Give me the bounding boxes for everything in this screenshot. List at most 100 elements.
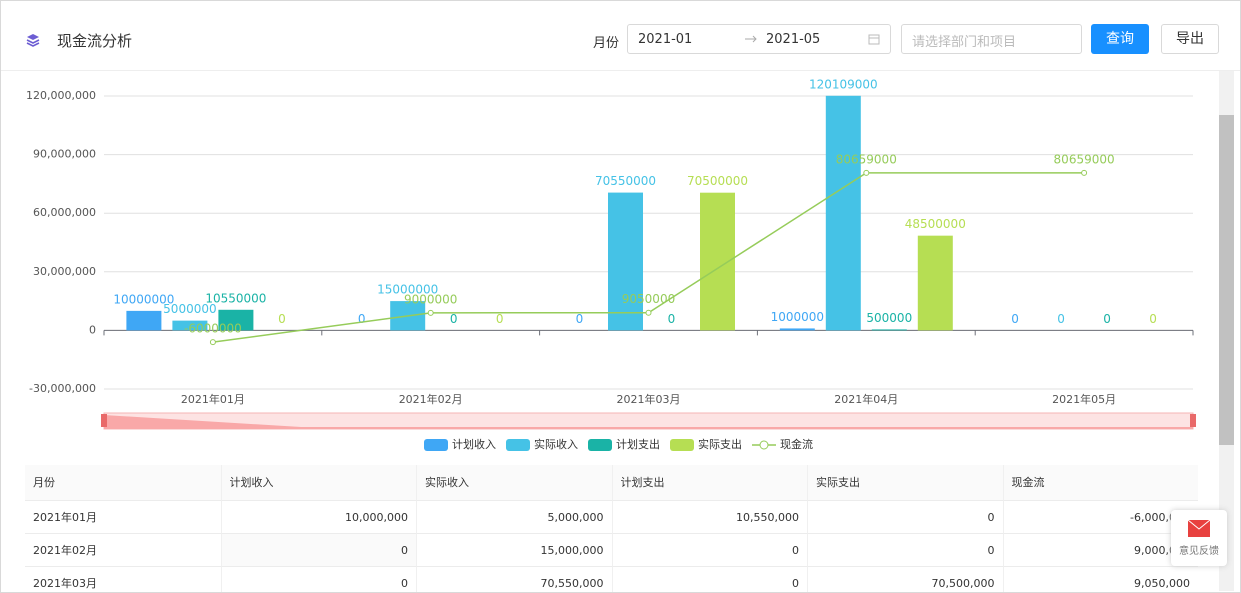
range-arrow xyxy=(745,35,757,43)
feedback[interactable]: 意见反馈 xyxy=(1171,510,1227,566)
bar xyxy=(172,320,208,331)
bar-label: 0 xyxy=(1103,312,1111,326)
bar xyxy=(608,192,643,331)
bar-label: 0 xyxy=(496,312,504,326)
line-label: 80659000 xyxy=(1054,152,1115,166)
table-header-cell: 实际支出 xyxy=(807,465,1003,501)
chart: -30,000,000 0 30,000,000 60,000,000 90,000,0… xyxy=(26,77,1196,451)
legend-point xyxy=(759,440,769,450)
zoom-handle xyxy=(1190,414,1196,427)
table-cell: 70,500,000 xyxy=(807,567,1003,592)
x-tick-label: 2021年01月 xyxy=(181,392,245,406)
page-title: 现金流分析 xyxy=(57,32,133,50)
y-tick-label: 90,000,000 xyxy=(33,148,96,161)
line-point xyxy=(1081,169,1088,176)
bar-label: 0 xyxy=(358,312,366,326)
legend-swatch xyxy=(424,439,448,451)
header xyxy=(1,1,1240,71)
bar-label: 0 xyxy=(1057,312,1065,326)
table-cell: 0 xyxy=(611,534,807,567)
bar-label: 10000000 xyxy=(113,292,174,306)
line-point xyxy=(645,309,652,316)
feedback-icon xyxy=(1187,519,1211,537)
line-point xyxy=(427,309,434,316)
table: 月份 计划收入 实际收入 计划支出 实际支出 现金流 2021年01月 10,000,000 5… xyxy=(25,465,1199,592)
bar-label: 120109000 xyxy=(809,77,878,91)
table-cell: 70,550,000 xyxy=(416,567,612,592)
table-header-cell: 实际收入 xyxy=(416,465,612,501)
bar xyxy=(779,328,815,331)
table-cell: 15,000,000 xyxy=(416,534,612,567)
end-date[interactable]: 2021-05 xyxy=(766,32,821,47)
table-cell: 2021年03月 xyxy=(25,567,221,592)
table-header-cell: 现金流 xyxy=(1002,465,1198,501)
x-tick-label: 2021年04月 xyxy=(834,392,898,406)
table-cell: 9,000,000 xyxy=(1002,534,1198,567)
scrollbar[interactable] xyxy=(1219,71,1234,591)
legend-label: 实际支出 xyxy=(698,437,742,451)
legend-label: 计划收入 xyxy=(452,437,496,451)
x-tick-label: 2021年05月 xyxy=(1052,392,1116,406)
query-button[interactable]: 查询 xyxy=(1091,24,1149,54)
table-cell: 0 xyxy=(807,501,1003,534)
legend-swatch xyxy=(506,439,530,451)
bar xyxy=(126,310,162,331)
bar-label: 0 xyxy=(278,312,286,326)
calendar-icon xyxy=(868,34,880,45)
legend-label: 现金流 xyxy=(780,437,813,451)
table-cell: 2021年01月 xyxy=(25,501,221,534)
table-header-cell: 计划收入 xyxy=(220,465,416,501)
table-cell: 0 xyxy=(220,567,416,592)
date-range[interactable]: 2021-01 2021-05 xyxy=(627,24,891,54)
bar xyxy=(825,95,861,331)
bar-label: 0 xyxy=(1011,312,1019,326)
line-label: -6000000 xyxy=(184,322,242,336)
line-point xyxy=(209,339,216,346)
bar-label: 70550000 xyxy=(595,174,656,188)
table-cell: 2021年02月 xyxy=(25,534,221,567)
line xyxy=(212,172,1085,343)
table-header-cell: 计划支出 xyxy=(611,465,807,501)
table-header-cell: 月份 xyxy=(25,465,221,501)
y-tick-label: 120,000,000 xyxy=(26,89,96,102)
bar-label: 10550000 xyxy=(205,291,266,305)
legend-swatch xyxy=(588,439,612,451)
line-label: 80659000 xyxy=(836,152,897,166)
y-tick-label: 30,000,000 xyxy=(33,265,96,278)
line-point xyxy=(863,169,870,176)
table-cell: 0 xyxy=(807,534,1003,567)
table-cell: 0 xyxy=(220,534,416,567)
scroll-thumb[interactable] xyxy=(1219,115,1234,445)
legend-swatch xyxy=(670,439,694,451)
export-button[interactable]: 导出 xyxy=(1161,24,1219,54)
table-cell: 10,000,000 xyxy=(220,501,416,534)
y-tick-label: -30,000,000 xyxy=(29,382,96,395)
x-tick-label: 2021年03月 xyxy=(617,392,681,406)
table-cell: 10,550,000 xyxy=(611,501,807,534)
bar-label: 500000 xyxy=(866,311,912,325)
bar-label: 0 xyxy=(668,312,676,326)
bar-label: 15000000 xyxy=(377,283,438,297)
month-label: 月份 xyxy=(593,36,620,51)
start-date[interactable]: 2021-01 xyxy=(638,32,693,47)
legend-label: 计划支出 xyxy=(616,437,660,451)
bar-label: 48500000 xyxy=(905,217,966,231)
bar-label: 0 xyxy=(450,312,458,326)
dept-select[interactable]: 请选择部门和项目 xyxy=(901,24,1082,54)
table-cell: 9,050,000 xyxy=(1002,567,1198,592)
table-cell: 5,000,000 xyxy=(416,501,612,534)
bar-label: 70500000 xyxy=(687,174,748,188)
bar-label: 0 xyxy=(576,312,584,326)
legend-label: 实际收入 xyxy=(534,437,578,451)
bar xyxy=(218,309,254,331)
y-tick-label: 0 xyxy=(89,323,96,336)
x-tick-label: 2021年02月 xyxy=(399,392,463,406)
line-label: 9050000 xyxy=(622,292,675,306)
bar-label: 1000000 xyxy=(771,310,824,324)
zoom-shadow xyxy=(104,415,1193,429)
table-cell: -6,000,000 xyxy=(1002,501,1198,534)
title-icon xyxy=(26,34,40,47)
bar xyxy=(871,329,907,331)
feedback-label: 意见反馈 xyxy=(1179,546,1219,557)
